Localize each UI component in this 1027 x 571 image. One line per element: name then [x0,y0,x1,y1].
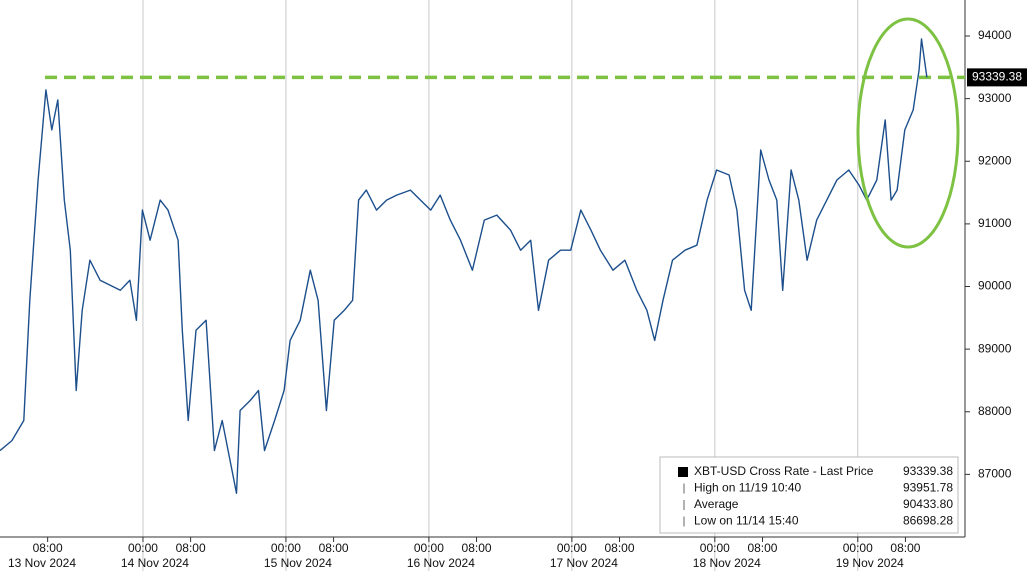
x-tick-label: 08:00 [747,541,777,555]
x-tick-label: 00:00 [557,541,587,555]
legend-value: 93339.38 [903,464,953,478]
legend-name: XBT-USD Cross Rate - Last Price [694,464,874,478]
legend-name: Average [694,497,739,511]
x-tick-label: 00:00 [700,541,730,555]
legend: XBT-USD Cross Rate - Last Price 93339.38 H… [659,456,959,534]
date-label: 13 Nov 2024 [8,556,76,570]
x-tick-label: 00:00 [843,541,873,555]
date-label: 17 Nov 2024 [550,556,618,570]
y-tick-label: 89000 [978,341,1012,355]
legend-value: 90433.80 [903,497,953,511]
x-tick-label: 08:00 [33,541,63,555]
x-tick-label: 08:00 [604,541,634,555]
x-tick-label: 08:00 [462,541,492,555]
y-tick-label: 94000 [978,28,1012,42]
price-tag-label: 93339.38 [972,70,1022,84]
y-tick-label: 87000 [978,467,1012,481]
x-tick-label: 08:00 [176,541,206,555]
highlight-ellipse [856,17,960,249]
price-line [0,38,928,494]
plot-area [0,0,965,537]
x-tick-label: 08:00 [890,541,920,555]
date-label: 18 Nov 2024 [693,556,761,570]
y-tick-label: 92000 [978,153,1012,167]
date-label: 15 Nov 2024 [264,556,332,570]
legend-box [659,456,959,534]
price-tag [967,68,1027,87]
legend-name: Low on 11/14 15:40 [694,514,799,528]
x-tick-label: 00:00 [271,541,301,555]
x-tick-label: 08:00 [319,541,349,555]
legend-value: 93951.78 [903,481,953,495]
y-tick-label: 88000 [978,404,1012,418]
x-tick-label: 00:00 [414,541,444,555]
legend-value: 86698.28 [903,514,953,528]
y-tick-label: 93000 [978,91,1012,105]
x-tick-label: 00:00 [128,541,158,555]
date-label: 14 Nov 2024 [121,556,189,570]
legend-swatch [678,467,688,477]
date-label: 19 Nov 2024 [836,556,904,570]
date-label: 16 Nov 2024 [407,556,475,570]
y-tick-label: 91000 [978,216,1012,230]
y-tick-label: 90000 [978,279,1012,293]
legend-name: High on 11/19 10:40 [694,481,802,495]
